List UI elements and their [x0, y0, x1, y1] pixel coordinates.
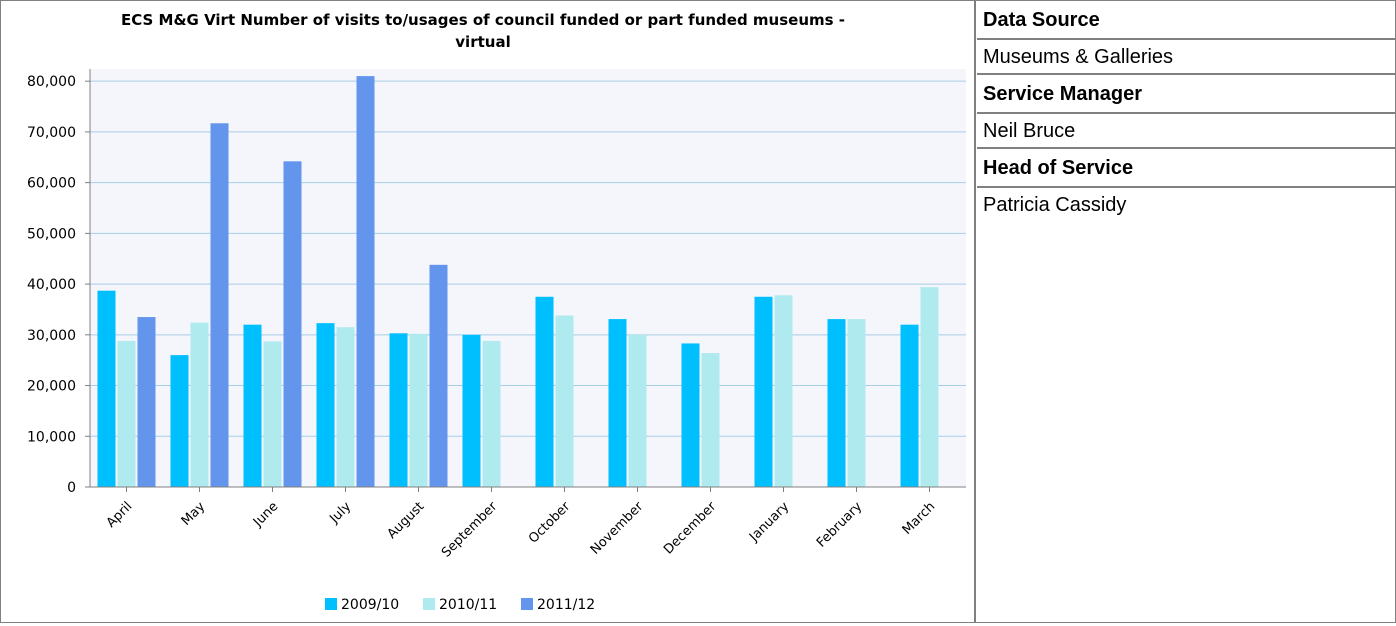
- chart-title-line-2: virtual: [455, 33, 510, 51]
- legend-label: 2011/12: [537, 597, 595, 613]
- x-tick-label: October: [526, 499, 574, 547]
- y-tick-label: 50,000: [27, 226, 76, 242]
- bar: [137, 317, 156, 487]
- bar: [210, 123, 229, 488]
- bar: [920, 287, 939, 487]
- head-of-service-label: Head of Service: [977, 149, 1395, 188]
- y-tick-label: 40,000: [27, 277, 76, 293]
- bar: [356, 76, 375, 488]
- bar: [429, 264, 448, 487]
- plot-background: [90, 69, 966, 487]
- x-tick-label: June: [250, 499, 281, 530]
- bar: [336, 327, 355, 487]
- head-of-service-value: Patricia Cassidy: [983, 194, 1127, 216]
- bar: [827, 319, 846, 487]
- bar: [847, 319, 866, 487]
- bar: [97, 290, 116, 487]
- bar: [170, 355, 189, 487]
- bar: [608, 319, 627, 487]
- bar: [462, 334, 481, 487]
- x-tick-label: March: [900, 499, 939, 538]
- bar: [900, 324, 919, 487]
- bar: [263, 341, 282, 487]
- legend-swatch: [423, 598, 435, 610]
- y-tick-label: 30,000: [27, 328, 76, 344]
- y-tick-label: 20,000: [27, 379, 76, 395]
- y-tick-label: 70,000: [27, 125, 76, 141]
- bar: [555, 315, 574, 487]
- x-tick-label: April: [104, 499, 136, 531]
- x-tick-label: December: [661, 499, 720, 558]
- bar: [774, 295, 793, 487]
- bar: [535, 296, 554, 487]
- data-source-value: Museums & Galleries: [977, 40, 1395, 75]
- y-tick-label: 0: [67, 480, 76, 496]
- service-manager-value: Neil Bruce: [977, 114, 1395, 149]
- y-tick-label: 60,000: [27, 176, 76, 192]
- y-tick-label: 10,000: [27, 429, 76, 445]
- bar: [701, 353, 720, 487]
- x-tick-label: July: [326, 499, 354, 527]
- chart-cell: ECS M&G Virt Number of visits to/usages …: [1, 1, 976, 622]
- x-tick-label: November: [588, 499, 647, 558]
- bar: [628, 334, 647, 487]
- bar: [283, 161, 302, 487]
- bar: [482, 340, 501, 487]
- info-column: Data Source Museums & Galleries Service …: [977, 1, 1395, 622]
- legend-label: 2010/11: [439, 597, 497, 613]
- legend-swatch: [521, 598, 533, 610]
- bar: [754, 296, 773, 487]
- x-tick-label: August: [385, 499, 428, 542]
- y-tick-label: 80,000: [27, 74, 76, 90]
- x-tick-label: February: [814, 499, 866, 551]
- bar: [190, 322, 209, 487]
- x-tick-label: September: [439, 499, 501, 561]
- chart-title-line-1: ECS M&G Virt Number of visits to/usages …: [121, 11, 845, 29]
- bar: [243, 324, 262, 487]
- legend-swatch: [325, 598, 337, 610]
- bar: [117, 340, 136, 487]
- bar: [389, 333, 408, 487]
- bar-chart: ECS M&G Virt Number of visits to/usages …: [27, 11, 966, 613]
- bar: [681, 343, 700, 487]
- bar: [316, 323, 335, 487]
- service-manager-label: Service Manager: [977, 75, 1395, 114]
- bar: [409, 333, 428, 487]
- data-source-label: Data Source: [977, 1, 1395, 40]
- x-tick-label: May: [179, 499, 209, 529]
- legend-label: 2009/10: [341, 597, 399, 613]
- x-tick-label: January: [746, 499, 792, 545]
